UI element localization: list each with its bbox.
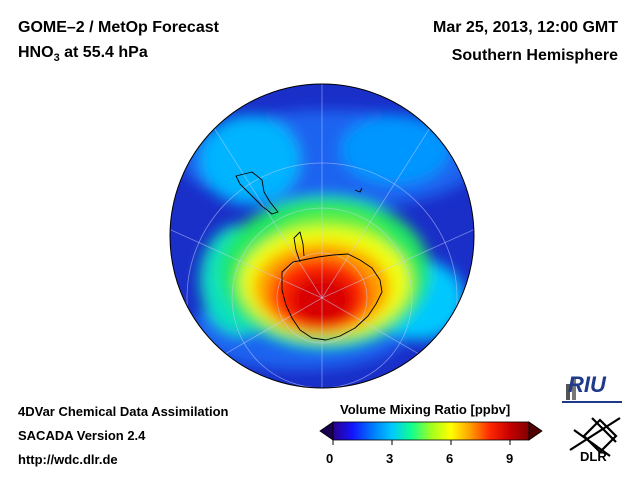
footer-method: 4DVar Chemical Data Assimilation [18, 404, 229, 419]
riu-logo-text: RIU [568, 372, 606, 397]
species-subscript: 3 [53, 52, 60, 65]
colorbar-label-3: 3 [386, 451, 394, 466]
colorbar-max-arrow [528, 421, 543, 441]
dlr-logo-text: DLR [580, 449, 607, 464]
colorbar-min-arrow [319, 421, 334, 441]
colorbar-gradient [332, 421, 530, 441]
globe [170, 84, 474, 388]
footer-url[interactable]: http://wdc.dlr.de [18, 452, 118, 467]
riu-logo-mark [562, 378, 622, 403]
species-level-label: HNO3 at 55.4 hPa [18, 45, 148, 64]
footer-version: SACADA Version 2.4 [18, 428, 146, 443]
species-prefix: HNO [18, 44, 54, 61]
colorbar-label-9: 9 [506, 451, 514, 466]
colorbar [319, 421, 543, 445]
colorbar-label-0: 0 [326, 451, 334, 466]
colorbar-title: Volume Mixing Ratio [ppbv] [340, 402, 511, 417]
forecast-date: Mar 25, 2013, 12:00 GMT [433, 19, 618, 36]
product-title: GOME–2 / MetOp Forecast [18, 19, 219, 36]
dlr-logo-mark [569, 417, 621, 457]
species-suffix: at 55.4 hPa [59, 44, 148, 61]
hemisphere-label: Southern Hemisphere [451, 47, 618, 64]
globe-outline [169, 83, 475, 389]
colorbar-label-6: 6 [446, 451, 454, 466]
